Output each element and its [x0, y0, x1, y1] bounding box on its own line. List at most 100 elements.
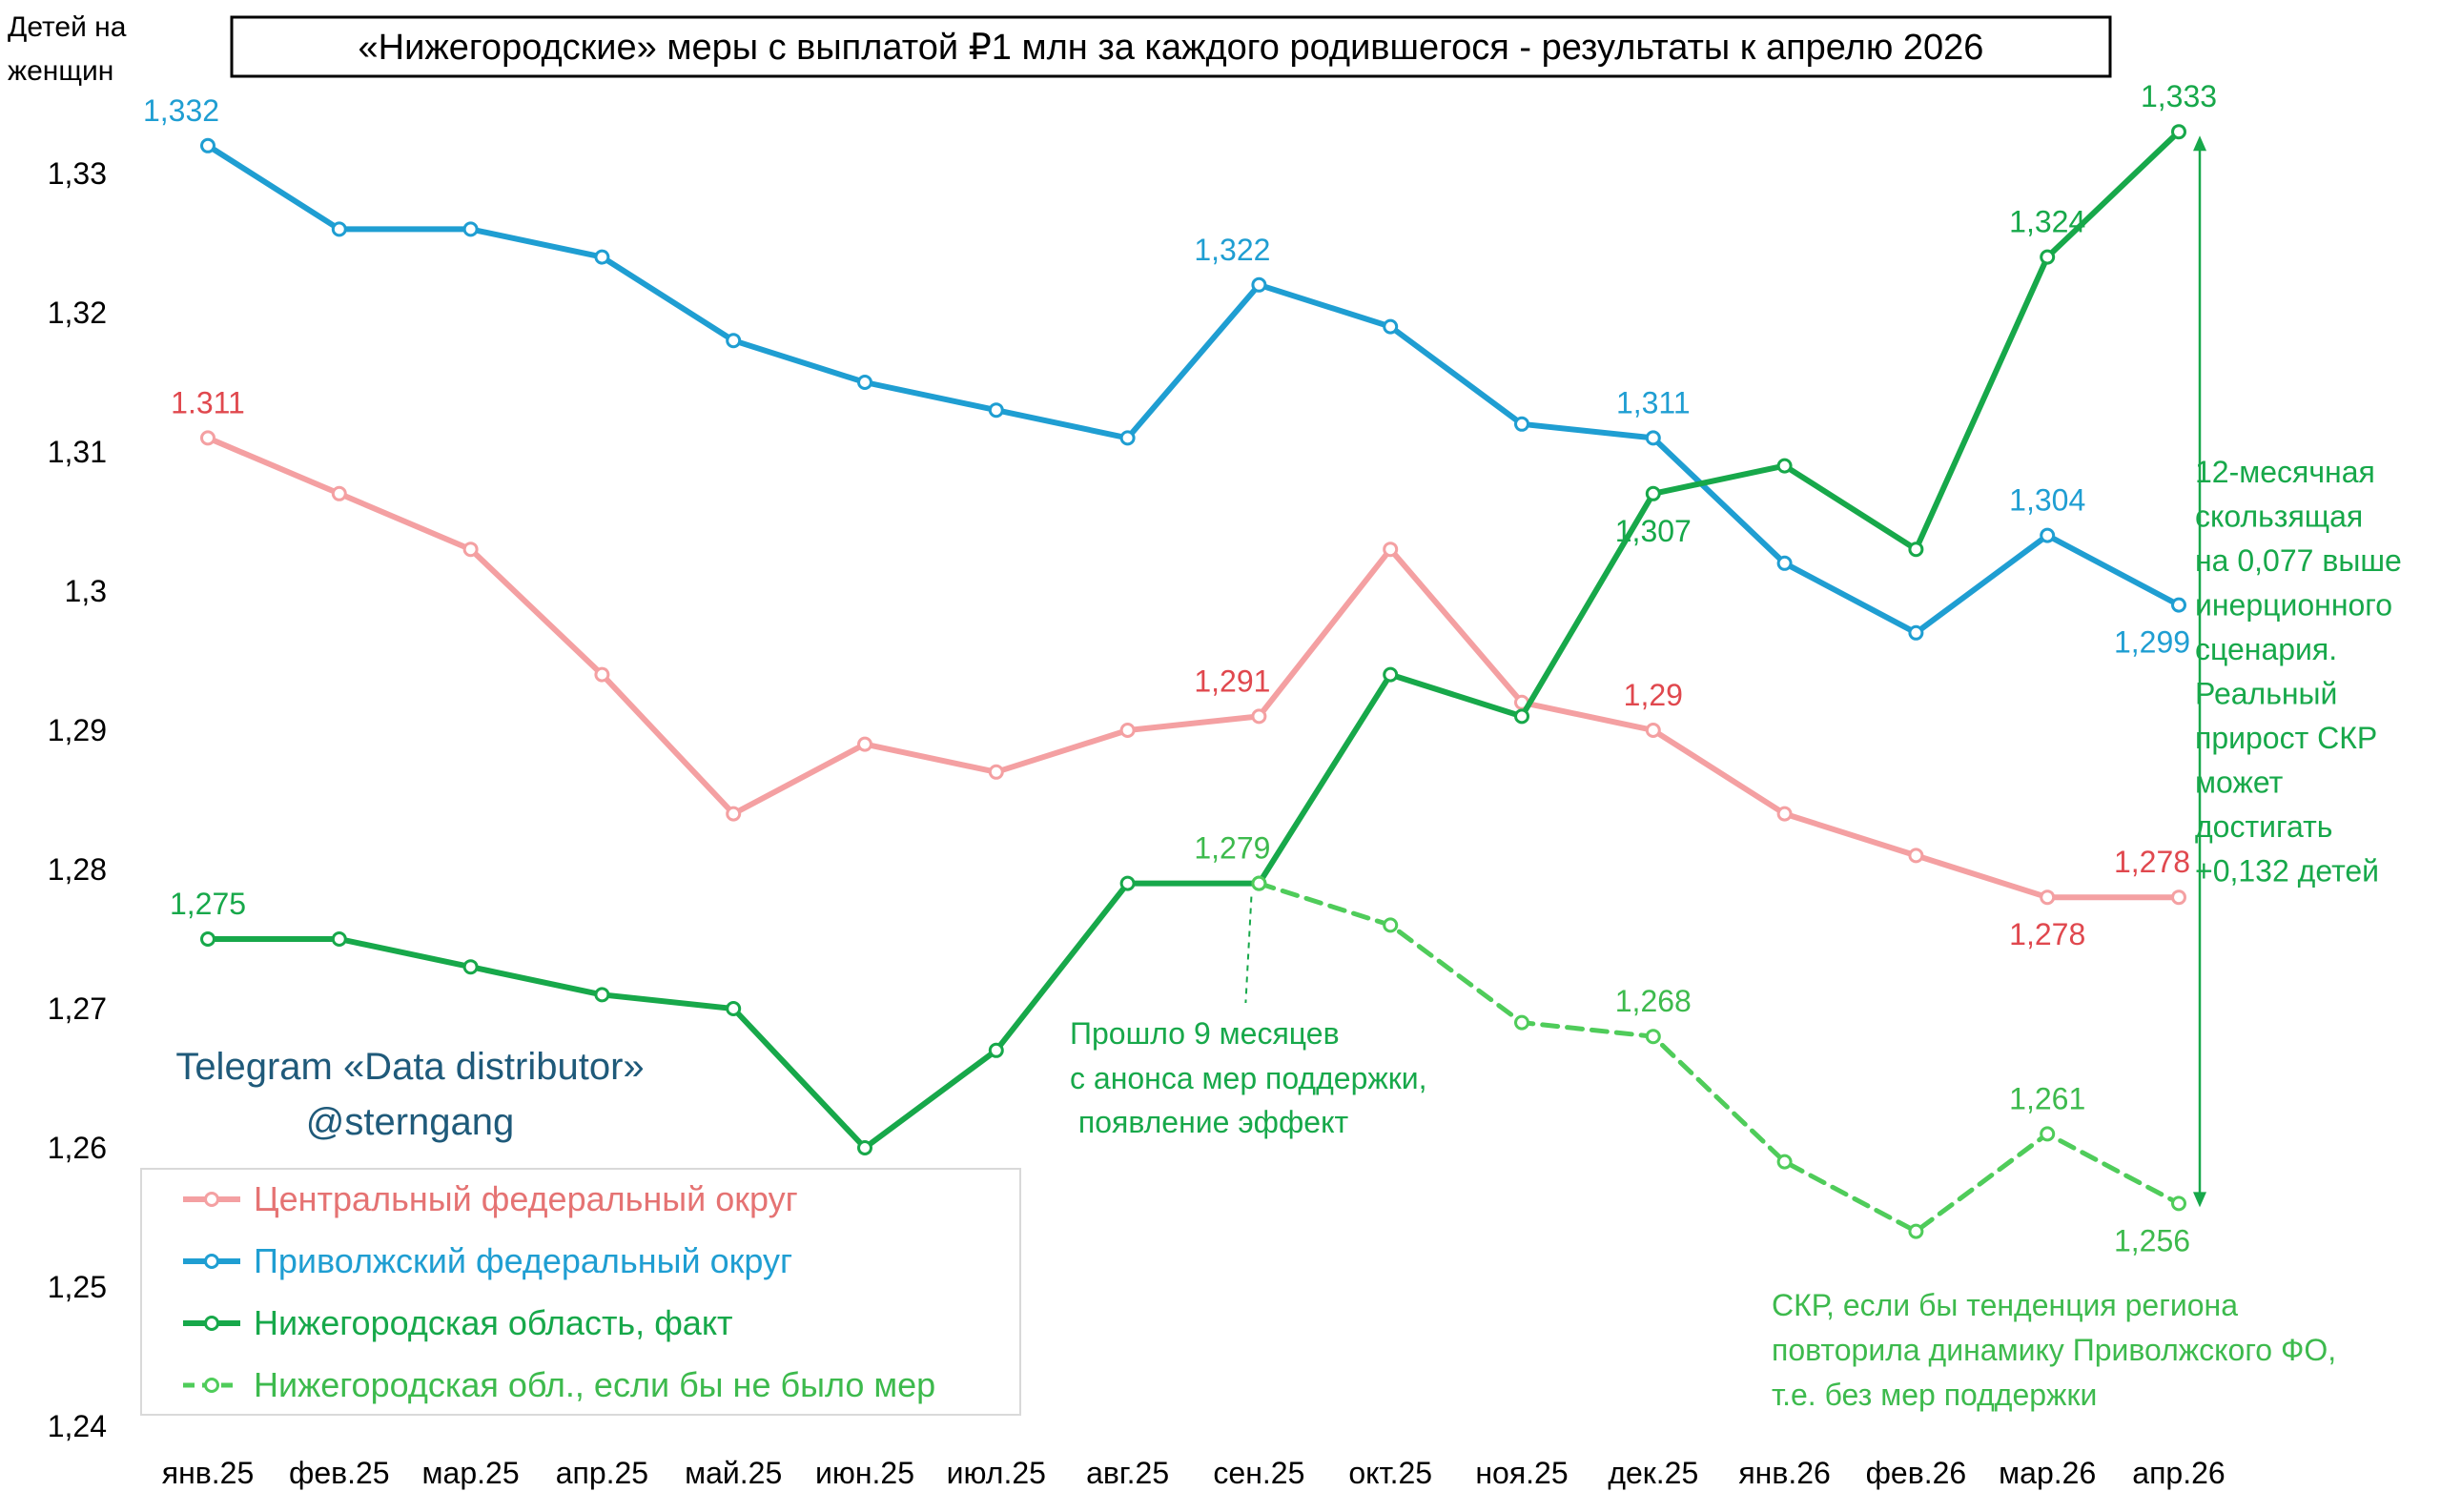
counterfactual-note-line-3: т.е. без мер поддержки	[1772, 1378, 2097, 1412]
series-point	[1908, 1223, 1924, 1239]
y-tick-label: 1,25	[48, 1270, 107, 1304]
series-point	[1119, 875, 1136, 891]
data-label: 1,333	[2141, 79, 2217, 113]
series-layer	[200, 124, 2186, 1239]
gap-note-line: на 0,077 выше	[2195, 543, 2402, 578]
series-point	[857, 375, 872, 390]
legend: Центральный федеральный округ Приволжский…	[183, 1179, 935, 1404]
data-label: 1,322	[1194, 233, 1270, 267]
y-axis-label-line-2: женщин	[8, 55, 113, 87]
series-point	[2171, 597, 2186, 613]
series-point	[2040, 527, 2056, 543]
announcement-note: Прошло 9 месяцев с анонса мер поддержки,…	[1070, 1016, 1427, 1139]
y-tick-label: 1,33	[48, 156, 107, 191]
series-point	[331, 485, 347, 501]
series-point	[1645, 723, 1661, 738]
series-point	[462, 221, 479, 237]
x-tick-label: окт.25	[1348, 1456, 1432, 1490]
series-point	[1383, 917, 1399, 933]
data-label: 1,275	[170, 887, 246, 921]
series-line	[205, 142, 2182, 636]
x-tick-label: апр.26	[2132, 1456, 2225, 1490]
series-point	[200, 137, 215, 153]
series-point	[594, 249, 610, 265]
series-point	[988, 402, 1004, 419]
gap-arrow-bottom-head	[2193, 1192, 2206, 1208]
series-point	[594, 987, 610, 1003]
series-point	[1908, 541, 1924, 558]
legend-label: Нижегородская область, факт	[254, 1303, 732, 1342]
chart-title-box	[230, 15, 2112, 78]
y-axis-label-line-1: Детей на	[8, 11, 127, 43]
x-tick-label: фев.26	[1866, 1456, 1967, 1490]
series-point	[1251, 875, 1267, 891]
series-point	[2040, 1126, 2056, 1142]
counterfactual-note-line-2: повторила динамику Приволжского ФО,	[1772, 1333, 2336, 1367]
x-tick-label: июл.25	[947, 1456, 1046, 1490]
gap-note-line: достигать	[2195, 809, 2332, 844]
legend-box	[140, 1168, 1021, 1416]
series-point	[1383, 666, 1399, 683]
series-point	[1514, 1014, 1529, 1031]
gap-note-line: +0,132 детей	[2195, 854, 2379, 889]
series-point	[1776, 555, 1793, 571]
series-point	[1908, 624, 1924, 641]
data-label: 1,278	[2114, 845, 2190, 879]
chart-title: «Нижегородские» меры с выплатой ₽1 млн з…	[359, 28, 1984, 68]
series-point	[1776, 458, 1793, 474]
series-point	[2171, 1195, 2186, 1212]
series-point	[462, 541, 479, 558]
gap-note-line: 12-месячная	[2195, 455, 2375, 489]
series-point	[1251, 276, 1267, 293]
y-tick-label: 1,29	[48, 713, 107, 747]
data-label: 1,278	[2009, 917, 2085, 951]
data-label: 1,291	[1194, 664, 1270, 698]
legend-label: Приволжский федеральный округ	[254, 1241, 792, 1280]
series-point	[726, 333, 742, 349]
counterfactual-note-line-1: СКР, если бы тенденция региона	[1772, 1288, 2238, 1322]
watermark-line-2: @sterngang	[306, 1101, 515, 1143]
x-tick-label: апр.25	[556, 1456, 648, 1490]
series-point	[988, 764, 1004, 780]
series-point	[2040, 889, 2056, 906]
data-label: 1,261	[2009, 1081, 2085, 1115]
series-point	[1119, 430, 1136, 446]
gap-arrow-top-head	[2193, 135, 2206, 152]
y-axis-ticks: 1,24 1,25 1,26 1,27 1,28 1,29 1,3 1,31 1,32 1,33	[48, 156, 107, 1443]
x-tick-label: май.25	[685, 1456, 782, 1490]
series-point	[1251, 708, 1267, 725]
series-point	[1645, 1029, 1661, 1045]
data-label: 1,324	[2009, 205, 2085, 239]
legend-swatch-marker	[204, 1192, 219, 1207]
series-line	[1256, 881, 2182, 1235]
series-point	[857, 1140, 872, 1155]
series-point	[1514, 708, 1529, 725]
series-point	[331, 931, 347, 947]
series-point	[331, 221, 347, 237]
x-tick-label: мар.26	[1999, 1456, 2096, 1490]
series-line	[205, 435, 2182, 901]
series-point	[200, 430, 215, 446]
series-point	[1383, 541, 1399, 558]
announcement-note-line-3: появление эффект	[1070, 1105, 1348, 1139]
data-label: 1,299	[2114, 625, 2190, 660]
series-line	[205, 129, 2182, 1151]
announcement-note-line-2: с анонса мер поддержки,	[1070, 1061, 1427, 1095]
data-label: 1,268	[1615, 984, 1692, 1018]
series-point	[1776, 806, 1793, 822]
legend-swatch-marker	[204, 1254, 219, 1269]
y-tick-label: 1,24	[48, 1409, 107, 1443]
gap-note-line: Реальный	[2195, 677, 2337, 711]
legend-swatch-marker	[204, 1378, 219, 1393]
series-point	[1776, 1154, 1793, 1170]
series-point	[988, 1042, 1004, 1058]
y-tick-label: 1,27	[48, 991, 107, 1026]
x-tick-label: янв.25	[162, 1456, 254, 1490]
x-tick-label: янв.26	[1738, 1456, 1830, 1490]
data-label: 1.311	[171, 385, 245, 419]
data-label: 1,307	[1615, 514, 1692, 548]
y-tick-label: 1,28	[48, 852, 107, 887]
series-point	[1645, 430, 1661, 446]
x-tick-label: фев.25	[289, 1456, 390, 1490]
x-tick-label: ноя.25	[1475, 1456, 1568, 1490]
